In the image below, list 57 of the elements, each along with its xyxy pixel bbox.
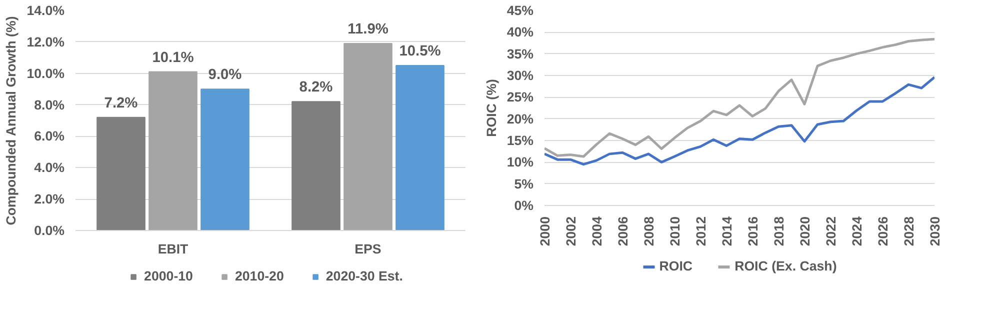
data-label: 8.2% [299,80,333,96]
legend-label: 2000-10 [144,268,193,284]
y-tick-label: 10% [506,154,534,170]
x-tick-label: 2022 [824,216,838,246]
y-tick-label: 2.0% [34,192,65,207]
legend-label: 2010-20 [234,268,284,284]
x-tick-label: 2020 [798,216,812,246]
data-label: 11.9% [348,22,388,38]
y-tick-label: 8.0% [34,97,65,112]
x-tick-label: EPS [354,242,382,256]
x-tick-label: 2008 [642,216,656,246]
bar [96,116,146,230]
x-tick-label: 2006 [616,216,630,246]
bar [148,71,198,230]
data-label: 10.1% [152,50,194,66]
x-tick-label: 2028 [902,216,916,246]
x-tick-label: 2026 [876,216,890,246]
y-tick-label: 0.0% [34,223,65,238]
data-label: 9.0% [208,67,242,84]
bar [344,43,392,230]
x-tick-label: 2004 [590,216,604,246]
y-tick-label: 10.0% [26,66,65,81]
x-tick-label: 2018 [772,216,786,246]
bar [200,88,250,230]
y-tick-label: 30% [506,68,534,83]
y-tick-label: 12.0% [26,34,65,50]
legend-label: 2020-30 Est. [326,268,403,284]
data-label: 10.5% [399,44,441,60]
y-tick-label: 25% [506,90,534,105]
data-label: 7.2% [104,95,138,112]
legend-label: ROIC (Ex. Cash) [734,258,837,274]
y-tick-label: 35% [506,46,534,62]
line-series [544,76,934,166]
x-tick-label: 2000 [538,216,552,246]
y-tick-label: 0% [514,198,534,213]
y-axis-title: ROIC (%) [484,79,499,137]
y-tick-label: 14.0% [26,3,65,18]
bar [396,65,444,230]
y-tick-label: 6.0% [34,128,65,144]
y-tick-label: 45% [506,3,534,18]
y-tick-label: 5% [514,176,534,192]
x-tick-label: 2024 [850,216,864,246]
y-tick-label: 20% [506,111,534,126]
y-tick-label: 4.0% [34,160,65,176]
x-tick-label: 2012 [694,216,708,246]
x-tick-label: 2010 [668,216,682,246]
x-tick-label: 2016 [746,216,760,246]
line-series [544,38,934,158]
y-tick-label: 40% [506,24,534,40]
x-tick-label: 2002 [564,216,578,246]
y-tick-label: 15% [506,133,534,148]
bar [292,101,340,230]
x-tick-label: 2030 [928,216,942,246]
x-tick-label: 2014 [720,216,734,246]
legend-label: ROIC [659,258,693,274]
x-tick-label: EBIT [158,242,188,256]
y-axis-title: Compounded Annual Growth (%) [4,16,19,226]
